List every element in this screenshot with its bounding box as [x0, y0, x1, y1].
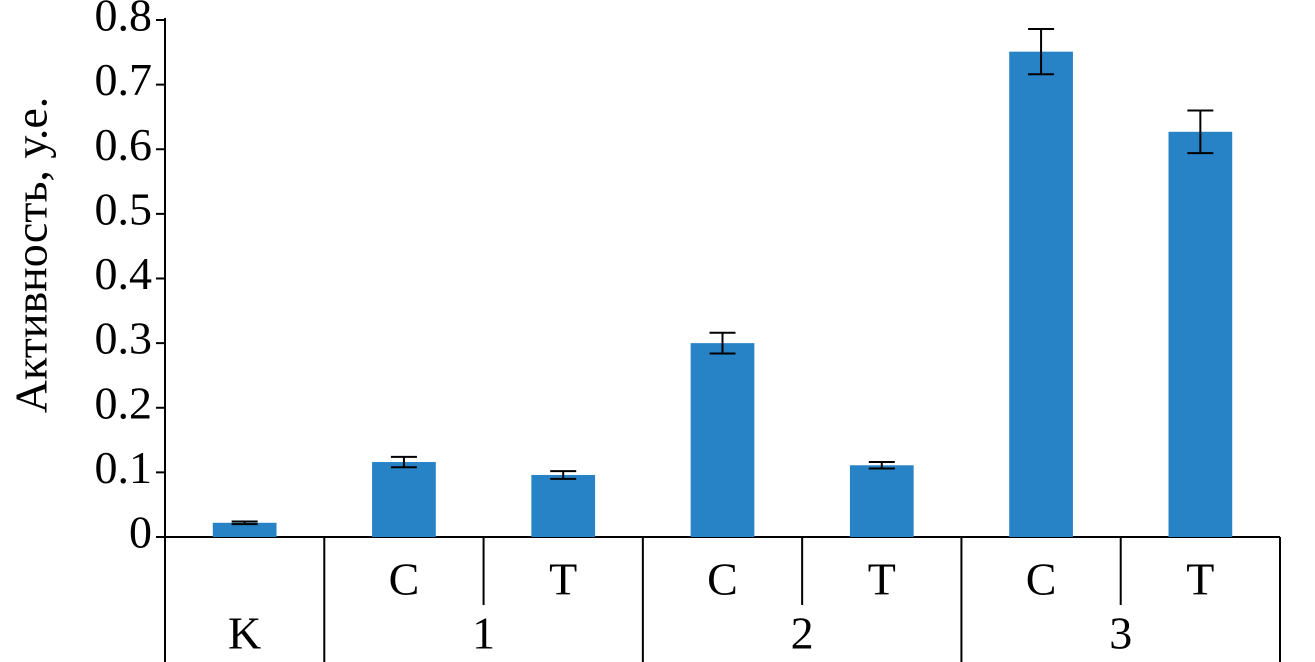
bar: [1009, 51, 1073, 537]
y-tick-label: 0.8: [95, 0, 153, 41]
bar: [531, 474, 596, 537]
bar: [372, 462, 436, 537]
bar: [690, 343, 755, 537]
group-label: K: [228, 608, 261, 659]
y-tick-label: 0.4: [95, 248, 153, 299]
bar: [849, 465, 914, 537]
x-tick-label: C: [707, 554, 738, 605]
y-tick-label: 0.3: [95, 313, 153, 364]
x-tick-label: T: [549, 554, 577, 605]
bar: [1168, 131, 1233, 537]
y-tick-label: 0.5: [95, 183, 153, 234]
y-tick-label: 0: [129, 507, 152, 558]
y-tick-label: 0.2: [95, 377, 153, 428]
bar: [212, 522, 277, 537]
x-tick-label: T: [868, 554, 896, 605]
y-tick-label: 0.1: [95, 442, 153, 493]
group-label: 1: [472, 608, 495, 659]
x-tick-label: T: [1186, 554, 1214, 605]
y-tick-label: 0.6: [95, 119, 153, 170]
y-axis-label: Активность, у.е.: [6, 97, 57, 413]
x-tick-label: C: [1026, 554, 1057, 605]
y-tick-label: 0.7: [95, 54, 153, 105]
x-tick-label: C: [389, 554, 420, 605]
group-label: 3: [1109, 608, 1132, 659]
group-label: 2: [791, 608, 814, 659]
